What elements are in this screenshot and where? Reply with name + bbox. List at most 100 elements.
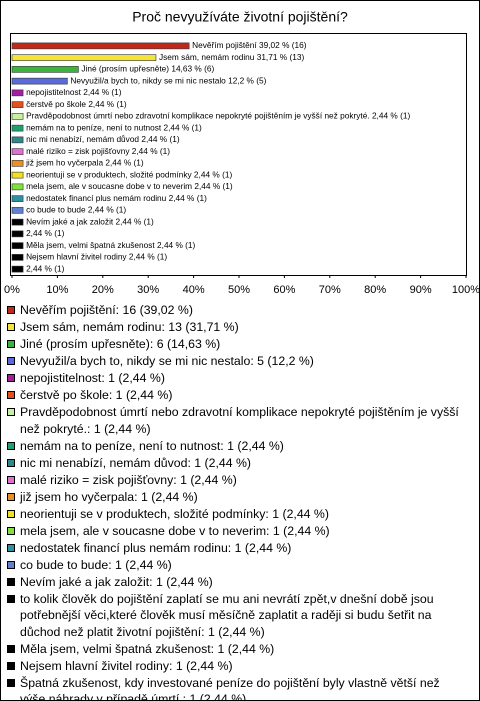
legend-swatch	[7, 577, 15, 586]
legend-swatch	[7, 357, 15, 365]
legend-swatch	[7, 526, 15, 535]
legend-label: Pravděpodobnost úmrtí nebo zdravotní kom…	[20, 405, 459, 436]
bar-label: nic mi nenabízí, nemám důvod 2,44 % (1)	[26, 134, 180, 144]
legend-item: nedostatek financí plus nemám rodinu: 1 …	[6, 540, 468, 557]
x-tick-label: 50%	[228, 284, 250, 296]
legend-label: mela jsem, ale v soucasne dobe v to neve…	[20, 523, 330, 538]
legend-label: Nevyužil/a bych to, nikdy se mi nic nest…	[20, 354, 314, 368]
bar-label: Měla jsem, velmi špatná zkušenost 2,44 %…	[26, 240, 195, 250]
legend-swatch	[7, 306, 15, 314]
bar-label: nepojistitelnost 2,44 % (1)	[26, 87, 122, 97]
bar-label: Nevěřím pojištění 39,02 % (16)	[192, 40, 307, 50]
bar	[11, 171, 24, 179]
bar	[11, 54, 157, 61]
legend-swatch	[7, 323, 15, 331]
legend-item: nic mi nenabízí, nemám důvod: 1 (2,44 %)	[6, 455, 468, 472]
legend-swatch	[7, 661, 15, 670]
legend-swatch	[7, 560, 15, 569]
legend-swatch	[7, 441, 15, 450]
legend-label: Nejsem hlavní živitel rodiny: 1 (2,44 %)	[20, 658, 233, 673]
legend-label: neorientuji se v produktech, složité pod…	[20, 506, 329, 521]
legend-swatch	[7, 594, 15, 603]
bar	[11, 77, 68, 85]
legend-item: Špatná zkušenost, kdy investované peníze…	[6, 675, 468, 701]
legend-item: mela jsem, ale v soucasne dobe v to neve…	[6, 523, 468, 540]
legend-label: nepojistitelnost: 1 (2,44 %)	[20, 371, 165, 385]
bar-label: 2,44 % (1)	[26, 228, 65, 238]
bar-label: Jiné (prosím upřesněte) 14,63 % (6)	[81, 64, 214, 74]
legend-item: Nevyužil/a bych to, nikdy se mi nic nest…	[6, 353, 468, 370]
legend-item: Pravděpodobnost úmrtí nebo zdravotní kom…	[6, 404, 468, 437]
bar	[11, 113, 24, 120]
legend-item: Nevím jaké a jak založit: 1 (2,44 %)	[6, 574, 468, 591]
bar-label: nedostatek financí plus nemám rodinu 2,4…	[26, 193, 207, 203]
bar	[11, 254, 24, 261]
legend-label: čerstvě po škole: 1 (2,44 %)	[20, 388, 173, 402]
legend-item: Jiné (prosím upřesněte): 6 (14,63 %)	[6, 336, 468, 353]
legend-label: Jiné (prosím upřesněte): 6 (14,63 %)	[20, 337, 221, 351]
bar	[11, 101, 24, 108]
bar	[11, 183, 24, 191]
legend-label: malé riziko = zisk pojišťovny: 1 (2,44 %…	[20, 472, 237, 487]
legend-swatch	[7, 475, 15, 484]
legend-item: Nejsem hlavní živitel rodiny: 1 (2,44 %)	[6, 658, 468, 675]
legend-swatch	[7, 391, 15, 399]
legend-swatch	[7, 340, 15, 348]
legend: Nevěřím pojištění: 16 (39,02 %) Jsem sám,…	[6, 302, 468, 701]
bar-label: mela jsem, ale v soucasne dobe v to neve…	[26, 181, 233, 191]
legend-swatch	[7, 678, 15, 687]
bar	[11, 124, 24, 132]
legend-swatch	[7, 458, 15, 467]
bar	[11, 207, 24, 214]
x-tick-label: 20%	[92, 284, 114, 296]
legend-swatch	[7, 408, 15, 416]
legend-item: Jsem sám, nemám rodinu: 13 (31,71 %)	[6, 319, 468, 336]
bar	[11, 136, 24, 144]
bar	[11, 66, 79, 73]
x-tick-label: 0%	[4, 284, 20, 296]
x-tick-label: 60%	[273, 284, 295, 296]
bar	[11, 265, 24, 273]
bar-label: nemám na to peníze, není to nutnost 2,44…	[26, 122, 202, 132]
x-tick-label: 80%	[364, 284, 386, 296]
x-tick-label: 100%	[452, 284, 480, 296]
legend-label: nemám na to peníze, není to nutnost: 1 (…	[20, 438, 284, 453]
bar-label: malé riziko = zisk pojišťovny 2,44 % (1)	[26, 146, 170, 156]
legend-label: to kolik člověk do pojištění zaplatí se …	[20, 591, 434, 639]
bar-label: Nevím jaké a jak založit 2,44 % (1)	[26, 216, 154, 226]
legend-swatch	[7, 509, 15, 518]
bar-label: neorientuji se v produktech, složité pod…	[26, 169, 232, 179]
bar-label: čerstvě po škole 2,44 % (1)	[26, 99, 127, 109]
legend-item: Měla jsem, velmi špatná zkušenost: 1 (2,…	[6, 641, 468, 658]
bar	[11, 89, 24, 97]
legend-label: co bude to bude: 1 (2,44 %)	[20, 557, 172, 572]
legend-label: nedostatek financí plus nemám rodinu: 1 …	[20, 540, 292, 555]
legend-swatch	[7, 644, 15, 653]
legend-label: Nevím jaké a jak založit: 1 (2,44 %)	[20, 574, 213, 589]
legend-item: nepojistitelnost: 1 (2,44 %)	[6, 370, 468, 387]
legend-label: Měla jsem, velmi špatná zkušenost: 1 (2,…	[20, 641, 275, 656]
legend-swatch	[7, 492, 15, 501]
legend-item: nemám na to peníze, není to nutnost: 1 (…	[6, 438, 468, 455]
bar	[11, 42, 190, 50]
legend-item: již jsem ho vyčerpala: 1 (2,44 %)	[6, 489, 468, 506]
legend-label: Špatná zkušenost, kdy investované peníze…	[20, 675, 440, 701]
legend-item: čerstvě po škole: 1 (2,44 %)	[6, 387, 468, 404]
bar	[11, 230, 24, 238]
bar-label: již jsem ho vyčerpala 2,44 % (1)	[25, 158, 144, 168]
legend-item: malé riziko = zisk pojišťovny: 1 (2,44 %…	[6, 472, 468, 489]
x-tick-label: 70%	[319, 284, 341, 296]
bar	[11, 218, 24, 226]
legend-label: již jsem ho vyčerpala: 1 (2,44 %)	[20, 489, 198, 504]
x-tick-label: 30%	[137, 284, 159, 296]
legend-item: neorientuji se v produktech, složité pod…	[6, 506, 468, 523]
legend-swatch	[7, 543, 15, 552]
legend-label: Jsem sám, nemám rodinu: 13 (31,71 %)	[20, 320, 239, 334]
bar	[11, 242, 24, 249]
x-tick-label: 90%	[410, 284, 432, 296]
legend-label: Nevěřím pojištění: 16 (39,02 %)	[20, 303, 193, 317]
legend-item: to kolik člověk do pojištění zaplatí se …	[6, 591, 468, 641]
bar-label: Nejsem hlavní živitel rodiny 2,44 % (1)	[26, 252, 167, 262]
